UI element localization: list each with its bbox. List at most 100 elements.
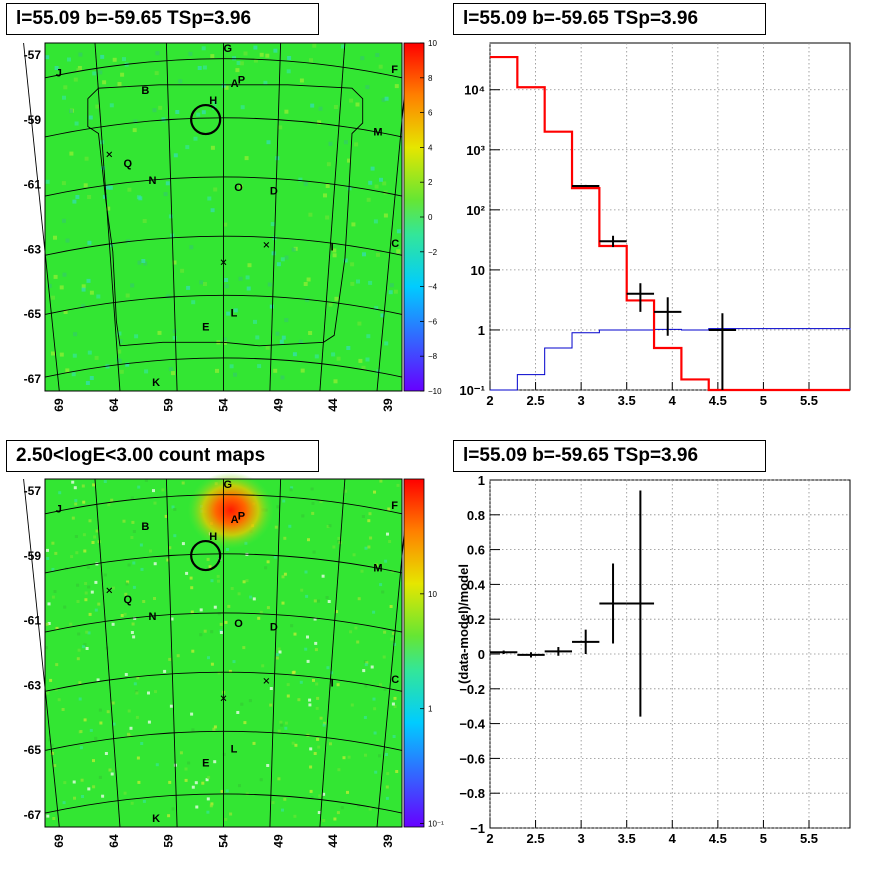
map-pixel — [54, 687, 58, 691]
map-pixel — [96, 678, 100, 682]
map-pixel — [209, 804, 213, 808]
map-pixel — [317, 599, 320, 603]
map-pixel — [69, 109, 73, 114]
source-label-q: Q — [124, 158, 133, 170]
longitude-line — [23, 478, 60, 828]
map-pixel — [63, 781, 67, 785]
map-pixel — [233, 372, 237, 377]
source-label-a: A — [231, 514, 239, 526]
map-pixel — [364, 663, 368, 667]
map-pixel — [135, 715, 139, 719]
colorbar-tick-label: 6 — [428, 109, 433, 118]
map-pixel — [108, 768, 112, 772]
map-pixel — [361, 365, 366, 370]
map-pixel — [305, 594, 309, 598]
map-pixel — [396, 229, 401, 234]
map-pixel — [281, 335, 286, 340]
map-pixel — [354, 626, 358, 630]
map-pixel — [333, 105, 338, 109]
map-pixel — [213, 605, 217, 609]
map-pixel — [67, 57, 71, 62]
map-pixel — [49, 678, 53, 682]
map-pixel — [90, 590, 94, 594]
map-pixel — [374, 184, 379, 189]
map-pixel — [227, 604, 231, 608]
map-pixel — [314, 641, 318, 645]
map-pixel — [50, 752, 54, 755]
map-pixel — [238, 784, 241, 788]
source-label-g: G — [224, 479, 233, 491]
x-tick-label: 54 — [217, 398, 231, 412]
map-pixel — [47, 283, 52, 288]
map-pixel — [112, 57, 117, 62]
map-pixel — [193, 136, 198, 141]
map-pixel — [304, 647, 308, 651]
map-pixel — [110, 498, 114, 502]
map-pixel — [171, 371, 176, 376]
map-pixel — [315, 682, 319, 686]
map-pixel — [220, 789, 224, 793]
map-pixel — [133, 682, 137, 686]
map-pixel — [79, 730, 83, 733]
map-pixel — [213, 760, 217, 764]
map-pixel — [373, 490, 376, 494]
map-pixel — [210, 145, 215, 150]
map-pixel — [312, 678, 315, 682]
x-tick-label: 2 — [486, 831, 493, 846]
map-pixel — [207, 775, 211, 779]
y-tick-label: 10⁻¹ — [459, 383, 485, 398]
y-tick-label: −0.6 — [459, 751, 485, 766]
y-tick-label: -65 — [24, 307, 42, 321]
x-tick-label: 5 — [760, 831, 767, 846]
map-pixel — [289, 488, 293, 492]
x-tick-label: 4.5 — [709, 393, 727, 408]
map-pixel — [224, 85, 229, 90]
map-pixel — [197, 66, 202, 70]
source-label-k: K — [152, 813, 160, 825]
map-pixel — [325, 215, 330, 220]
map-pixel — [310, 796, 314, 800]
colorbar-tick-label: −8 — [428, 352, 438, 361]
map-pixel — [57, 698, 61, 702]
map-pixel — [87, 631, 91, 635]
source-label-n: N — [149, 175, 157, 187]
source-label-l: L — [231, 308, 238, 320]
spectrum-frame — [489, 42, 851, 391]
map-pixel — [347, 158, 351, 163]
map-pixel — [83, 183, 88, 188]
map-pixel — [87, 787, 91, 791]
map-pixel — [316, 737, 320, 741]
colorbar-tick-label: −6 — [428, 317, 438, 326]
map-pixel — [311, 511, 315, 515]
map-pixel — [379, 177, 383, 182]
map-pixel — [94, 736, 98, 740]
map-pixel — [323, 721, 327, 725]
map-pixel — [101, 166, 106, 171]
map-pixel — [53, 764, 57, 768]
map-pixel — [141, 259, 146, 263]
map-pixel — [108, 185, 113, 190]
map-pixel — [236, 61, 241, 65]
map-pixel — [388, 290, 393, 295]
y-tick-label: -65 — [24, 743, 42, 757]
map-pixel — [275, 656, 279, 660]
map-pixel — [217, 671, 221, 675]
map-pixel — [74, 121, 79, 126]
map-pixel — [92, 759, 95, 763]
x-tick-label: 3.5 — [618, 831, 636, 846]
map-pixel — [319, 500, 323, 504]
map-pixel — [171, 505, 175, 509]
source-label-b: B — [141, 85, 149, 97]
map-pixel — [124, 592, 128, 596]
map-pixel — [246, 286, 251, 291]
x-tick-label: 59 — [162, 398, 176, 412]
map-pixel — [130, 496, 134, 500]
map-pixel — [53, 235, 57, 240]
x-tick-label: 4 — [669, 831, 677, 846]
y-tick-label: 10³ — [466, 143, 485, 158]
map-pixel — [286, 694, 290, 698]
map-pixel — [367, 545, 371, 549]
map-pixel — [333, 379, 338, 384]
map-pixel — [106, 710, 110, 714]
map-pixel — [52, 817, 56, 820]
